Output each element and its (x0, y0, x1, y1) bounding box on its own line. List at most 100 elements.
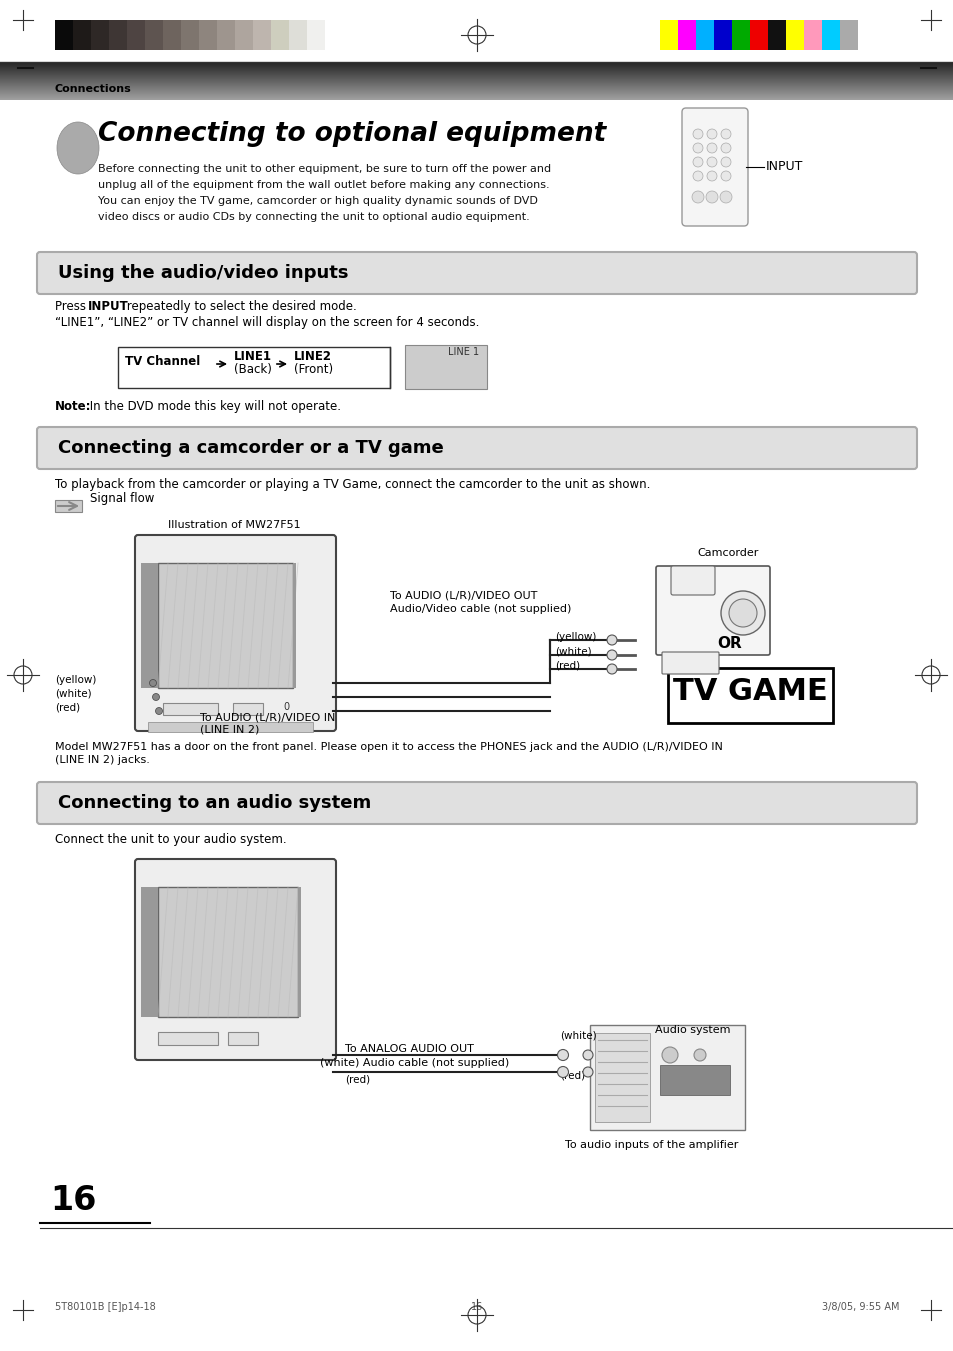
FancyBboxPatch shape (661, 653, 719, 674)
Bar (307, 20, 325, 50)
Circle shape (692, 172, 702, 181)
Text: Audio/Video cable (not supplied): Audio/Video cable (not supplied) (390, 604, 571, 613)
Bar (234, 20, 253, 50)
Text: OR: OR (717, 636, 741, 651)
Text: Signal flow: Signal flow (90, 492, 154, 505)
Circle shape (720, 157, 730, 168)
Bar (233, 703, 263, 715)
Bar (696, 20, 713, 50)
Circle shape (720, 143, 730, 153)
FancyBboxPatch shape (681, 108, 747, 226)
Bar (158, 1032, 218, 1046)
Circle shape (606, 650, 617, 661)
Text: You can enjoy the TV game, camcorder or high quality dynamic sounds of DVD: You can enjoy the TV game, camcorder or … (98, 196, 537, 205)
Text: (red): (red) (55, 703, 80, 713)
Bar (405, 345, 486, 389)
Circle shape (720, 590, 764, 635)
Circle shape (557, 1050, 568, 1061)
Bar (141, 563, 158, 688)
Bar (595, 1034, 649, 1121)
Text: TV GAME: TV GAME (672, 677, 826, 707)
Bar (803, 20, 821, 50)
Circle shape (661, 1047, 678, 1063)
Bar (141, 888, 158, 1017)
Text: 16: 16 (471, 1302, 482, 1312)
Bar (749, 20, 767, 50)
Text: To playback from the camcorder or playing a TV Game, connect the camcorder to th: To playback from the camcorder or playin… (55, 478, 650, 490)
Circle shape (692, 128, 702, 139)
Circle shape (606, 635, 617, 644)
FancyBboxPatch shape (135, 535, 335, 731)
Text: 5T80101B [E]p14-18: 5T80101B [E]p14-18 (55, 1302, 155, 1312)
Circle shape (728, 598, 757, 627)
FancyBboxPatch shape (37, 427, 916, 469)
Bar (0, 100, 953, 105)
Circle shape (606, 663, 617, 674)
Text: To AUDIO (L/R)/VIDEO IN: To AUDIO (L/R)/VIDEO IN (200, 712, 335, 721)
Text: (LINE IN 2) jacks.: (LINE IN 2) jacks. (55, 755, 150, 765)
Bar (731, 20, 749, 50)
Bar (181, 20, 199, 50)
Text: INPUT: INPUT (765, 159, 802, 173)
Circle shape (692, 143, 702, 153)
Text: (red): (red) (559, 1070, 584, 1079)
Text: Connect the unit to your audio system.: Connect the unit to your audio system. (55, 834, 286, 846)
Text: video discs or audio CDs by connecting the unit to optional audio equipment.: video discs or audio CDs by connecting t… (98, 212, 529, 222)
Bar (667, 667, 832, 723)
Text: Connecting to an audio system: Connecting to an audio system (58, 794, 371, 812)
Text: (yellow): (yellow) (55, 676, 96, 685)
Circle shape (693, 1048, 705, 1061)
Bar (158, 888, 297, 1017)
Circle shape (152, 693, 159, 701)
Circle shape (705, 190, 718, 203)
Text: Note:: Note: (55, 400, 91, 413)
Text: (white): (white) (559, 1029, 596, 1040)
Bar (767, 20, 785, 50)
Circle shape (720, 190, 731, 203)
Circle shape (557, 1066, 568, 1078)
Bar (148, 721, 313, 732)
Text: (red): (red) (345, 1074, 370, 1084)
Bar (678, 20, 696, 50)
Text: (white): (white) (555, 647, 591, 657)
Circle shape (720, 172, 730, 181)
Circle shape (720, 128, 730, 139)
Bar (199, 20, 216, 50)
Text: LINE2: LINE2 (294, 350, 332, 363)
Text: Using the audio/video inputs: Using the audio/video inputs (58, 263, 348, 282)
Text: (white) Audio cable (not supplied): (white) Audio cable (not supplied) (319, 1058, 509, 1069)
Text: TV Channel: TV Channel (125, 355, 200, 367)
Text: In the DVD mode this key will not operate.: In the DVD mode this key will not operat… (86, 400, 340, 413)
FancyArrowPatch shape (58, 503, 77, 509)
Circle shape (150, 680, 156, 686)
Circle shape (692, 157, 702, 168)
Circle shape (706, 143, 717, 153)
Text: (Front): (Front) (294, 363, 333, 376)
Text: unplug all of the equipment from the wall outlet before making any connections.: unplug all of the equipment from the wal… (98, 180, 549, 190)
Bar (785, 20, 803, 50)
Text: LINE 1: LINE 1 (447, 347, 478, 357)
Circle shape (706, 172, 717, 181)
Text: LINE1: LINE1 (233, 350, 272, 363)
FancyBboxPatch shape (37, 253, 916, 295)
Text: Before connecting the unit to other equipment, be sure to turn off the power and: Before connecting the unit to other equi… (98, 163, 551, 174)
Text: Model MW27F51 has a door on the front panel. Please open it to access the PHONES: Model MW27F51 has a door on the front pa… (55, 742, 722, 753)
Bar (109, 20, 127, 50)
Bar (127, 20, 145, 50)
FancyBboxPatch shape (656, 566, 769, 655)
Text: (yellow): (yellow) (555, 632, 596, 642)
Bar (228, 1032, 257, 1046)
Bar (297, 888, 301, 1017)
Bar (659, 1065, 729, 1096)
Bar (840, 20, 857, 50)
Bar (289, 20, 307, 50)
Circle shape (155, 708, 162, 715)
Bar (73, 20, 91, 50)
Bar (163, 703, 218, 715)
Text: Camcorder: Camcorder (697, 549, 758, 558)
FancyBboxPatch shape (37, 782, 916, 824)
Text: 0: 0 (283, 703, 289, 712)
Bar (55, 500, 82, 512)
Circle shape (582, 1067, 593, 1077)
Text: Audio system: Audio system (655, 1025, 730, 1035)
